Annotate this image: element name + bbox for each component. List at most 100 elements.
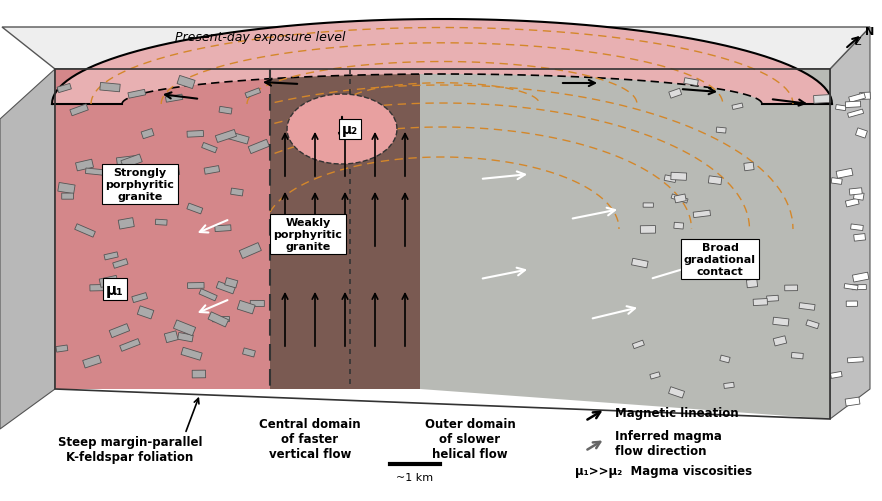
Bar [230, 189, 243, 196]
Bar [732, 104, 743, 110]
Polygon shape [52, 20, 832, 105]
Bar [104, 253, 118, 261]
Bar [836, 169, 853, 179]
Bar [215, 225, 231, 232]
Bar [181, 348, 202, 361]
Bar [773, 318, 789, 326]
Bar [116, 156, 137, 165]
Bar [208, 312, 228, 327]
Bar [835, 105, 846, 111]
Bar [76, 160, 93, 171]
Bar [640, 226, 655, 234]
Bar [187, 204, 203, 214]
Bar [120, 339, 140, 352]
Bar [799, 303, 815, 311]
Bar [113, 259, 128, 269]
Polygon shape [830, 28, 870, 419]
Bar [164, 331, 178, 343]
Text: Steep margin-parallel
K-feldspar foliation: Steep margin-parallel K-feldspar foliati… [57, 435, 202, 463]
Bar [57, 84, 71, 94]
Bar [199, 289, 217, 301]
Bar [693, 211, 711, 218]
Bar [213, 317, 229, 322]
Bar [237, 301, 255, 314]
Text: Strongly
porphyritic
granite: Strongly porphyritic granite [106, 168, 175, 201]
Bar [248, 140, 269, 154]
Bar [845, 199, 859, 207]
Bar [177, 76, 195, 89]
Bar [854, 234, 865, 241]
Bar [118, 218, 134, 229]
Bar [90, 285, 105, 292]
Bar [664, 175, 676, 183]
Bar [177, 333, 193, 342]
Bar [753, 299, 767, 306]
Bar [854, 192, 864, 201]
Bar [632, 341, 645, 349]
Bar [806, 320, 819, 329]
Bar [744, 163, 754, 171]
Bar [813, 95, 831, 104]
Bar [75, 224, 95, 237]
Text: μ₁>>μ₂  Magma viscosities: μ₁>>μ₂ Magma viscosities [575, 464, 752, 477]
Bar [100, 83, 120, 93]
Bar [86, 169, 106, 176]
Bar [228, 132, 249, 145]
Polygon shape [55, 70, 270, 389]
Bar [219, 107, 232, 115]
Bar [155, 220, 167, 226]
Bar [674, 223, 684, 229]
Bar [239, 243, 261, 259]
Bar [848, 110, 863, 118]
Bar [62, 194, 73, 200]
Bar [720, 355, 730, 363]
Bar [83, 356, 101, 368]
Bar [831, 372, 842, 379]
Bar [849, 188, 863, 196]
Bar [70, 105, 88, 117]
Bar [99, 276, 118, 288]
Bar [650, 372, 661, 379]
Bar [225, 278, 238, 288]
Polygon shape [420, 70, 830, 419]
Bar [856, 129, 867, 139]
Bar [860, 93, 871, 100]
Bar [102, 173, 117, 183]
Bar [202, 143, 217, 153]
Text: Broad
gradational
contact: Broad gradational contact [684, 243, 756, 276]
Bar [852, 285, 866, 290]
Text: μ₂: μ₂ [342, 123, 358, 137]
Bar [243, 348, 256, 357]
Bar [853, 273, 869, 283]
Bar [850, 224, 863, 231]
Bar [250, 301, 265, 307]
Bar [204, 166, 220, 175]
Bar [774, 336, 787, 346]
Text: N: N [865, 27, 875, 37]
Bar [174, 320, 196, 336]
Bar [127, 186, 144, 193]
Bar [121, 155, 142, 169]
Polygon shape [287, 95, 397, 165]
Polygon shape [270, 70, 420, 389]
Bar [216, 282, 235, 294]
Bar [58, 183, 75, 194]
Polygon shape [0, 70, 55, 429]
Bar [746, 280, 758, 288]
Bar [831, 178, 842, 185]
Text: Present-day exposure level: Present-day exposure level [175, 32, 345, 45]
Bar [708, 176, 721, 185]
Bar [56, 345, 68, 352]
Bar [844, 284, 858, 291]
Bar [785, 286, 797, 291]
Bar [187, 131, 204, 138]
Bar [671, 173, 686, 181]
Text: Weakly
porphyritic
granite: Weakly porphyritic granite [273, 218, 342, 251]
Text: Central domain
of faster
vertical flow: Central domain of faster vertical flow [259, 418, 361, 460]
Text: Magnetic lineation: Magnetic lineation [615, 407, 738, 420]
Bar [845, 102, 861, 108]
Bar [166, 95, 183, 103]
Bar [192, 370, 206, 378]
Text: Inferred magma
flow direction: Inferred magma flow direction [615, 429, 721, 457]
Text: Z: Z [855, 37, 862, 47]
